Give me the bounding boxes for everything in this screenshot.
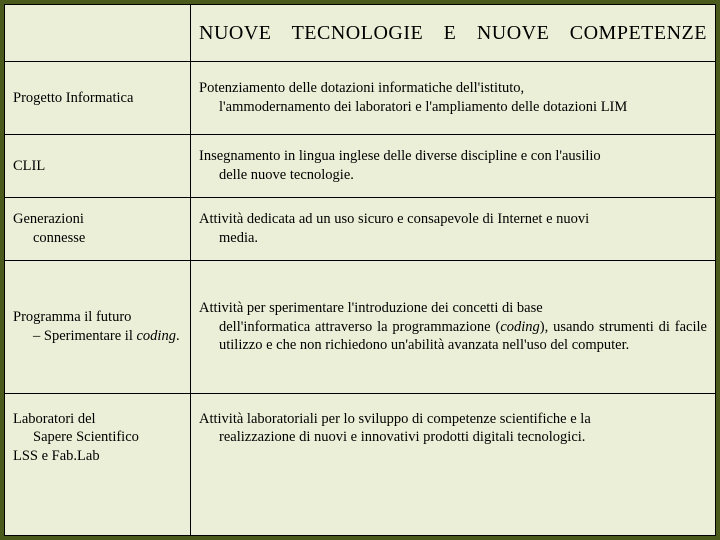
content-table: NUOVE TECNOLOGIE E NUOVE COMPETENZE Prog… — [4, 4, 716, 536]
row-desc: Attività per sperimentare l'introduzione… — [191, 261, 716, 393]
row-label: Programma il futuro– Sperimentare il cod… — [5, 261, 191, 393]
table-row: Generazioni connesse Attività dedicata a… — [5, 198, 716, 261]
desc-text: Attività laboratoriali per lo sviluppo d… — [199, 411, 591, 427]
desc-text: Potenziamento delle dotazioni informatic… — [199, 80, 524, 96]
row-label: CLIL — [5, 135, 191, 198]
row-label: Laboratori delSapere ScientificoLSS e Fa… — [5, 393, 191, 535]
table-row: Programma il futuro– Sperimentare il cod… — [5, 261, 716, 393]
desc-hang: delle nuove tecnologie. — [199, 166, 707, 185]
table-row: Progetto Informatica Potenziamento delle… — [5, 61, 716, 134]
row-label: Generazioni connesse — [5, 198, 191, 261]
row-label: Progetto Informatica — [5, 61, 191, 134]
desc-text: Attività dedicata ad un uso sicuro e con… — [199, 211, 589, 227]
row-desc: Insegnamento in lingua inglese delle div… — [191, 135, 716, 198]
label-hang: connesse — [13, 229, 182, 248]
label-text: CLIL — [13, 158, 45, 174]
desc-hang: media. — [199, 229, 707, 248]
desc-hang: l'ammodernamento dei laboratori e l'ampl… — [199, 98, 707, 117]
desc-text: Insegnamento in lingua inglese delle div… — [199, 148, 601, 164]
desc-hang: realizzazione di nuovi e innovativi prod… — [199, 428, 707, 447]
label-text: Progetto Informatica — [13, 90, 133, 106]
header-empty-cell — [5, 5, 191, 62]
label-text: Generazioni — [13, 211, 84, 227]
row-desc: Attività laboratoriali per lo sviluppo d… — [191, 393, 716, 535]
header-title: NUOVE TECNOLOGIE E NUOVE COMPETENZE — [199, 22, 707, 44]
row-desc: Attività dedicata ad un uso sicuro e con… — [191, 198, 716, 261]
table-row: CLIL Insegnamento in lingua inglese dell… — [5, 135, 716, 198]
header-title-cell: NUOVE TECNOLOGIE E NUOVE COMPETENZE — [191, 5, 716, 62]
table-row: Laboratori delSapere ScientificoLSS e Fa… — [5, 393, 716, 535]
row-desc: Potenziamento delle dotazioni informatic… — [191, 61, 716, 134]
header-row: NUOVE TECNOLOGIE E NUOVE COMPETENZE — [5, 5, 716, 62]
